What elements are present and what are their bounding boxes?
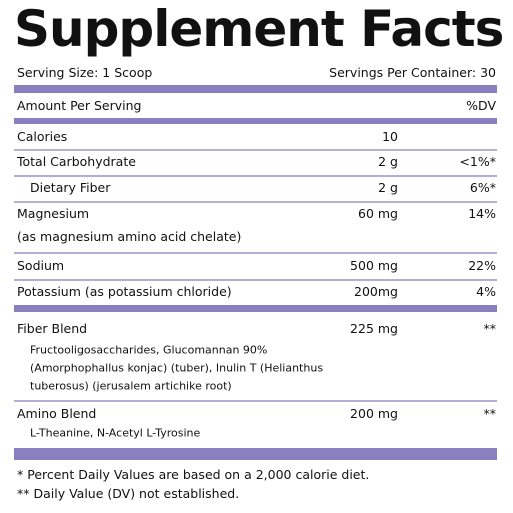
thin-rule xyxy=(14,400,497,402)
daily-value: ** xyxy=(483,405,497,421)
amount: 60 mg xyxy=(358,205,398,221)
nutrient-name: Magnesium xyxy=(17,205,90,221)
nutrient-name: Dietary Fiber xyxy=(30,179,111,195)
daily-value: 6%* xyxy=(469,179,496,195)
nutrient-note: Fructooligosaccharides, Glucomannan 90% xyxy=(30,343,268,357)
amount: 200mg xyxy=(354,283,398,299)
daily-value: 14% xyxy=(468,205,496,221)
nutrient-note: tuberosus) (jerusalem artichike root) xyxy=(30,379,232,393)
nutrient-name: Amino Blend xyxy=(17,405,97,421)
amount-header: Amount Per Serving xyxy=(17,97,142,113)
thin-rule xyxy=(14,252,497,254)
nutrient-name: Total Carbohydrate xyxy=(17,153,136,169)
amount: 500 mg xyxy=(350,257,398,273)
serving-size: Serving Size: 1 Scoop xyxy=(17,64,153,80)
amount: 2 g xyxy=(378,153,398,169)
thin-rule xyxy=(14,201,497,203)
amount: 225 mg xyxy=(350,320,398,336)
nutrient-note: (Amorphophallus konjac) (tuber), Inulin … xyxy=(30,361,324,375)
daily-value: 4% xyxy=(476,283,496,299)
thin-rule xyxy=(14,175,497,177)
daily-value: ** xyxy=(483,320,497,336)
nutrient-note: L-Theanine, N-Acetyl L-Tyrosine xyxy=(30,426,201,440)
footnote: * Percent Daily Values are based on a 2,… xyxy=(17,466,370,482)
thin-rule xyxy=(14,279,497,281)
daily-value: <1%* xyxy=(459,153,496,169)
title: Supplement Facts xyxy=(14,0,504,58)
nutrient-name: Sodium xyxy=(17,257,65,273)
footnote: ** Daily Value (DV) not established. xyxy=(17,485,240,501)
thick-rule xyxy=(14,85,497,93)
nutrient-name: Fiber Blend xyxy=(17,320,88,336)
nutrient-name: Calories xyxy=(17,128,68,144)
thick-rule xyxy=(14,118,497,124)
amount: 2 g xyxy=(378,179,398,195)
servings-per-container: Servings Per Container: 30 xyxy=(329,64,496,80)
thick-rule xyxy=(14,305,497,312)
dv-header: %DV xyxy=(466,97,496,113)
thin-rule xyxy=(14,149,497,151)
thick-rule xyxy=(14,448,497,460)
amount: 10 xyxy=(382,128,398,144)
nutrient-name: Potassium (as potassium chloride) xyxy=(17,283,232,299)
amount: 200 mg xyxy=(350,405,398,421)
daily-value: 22% xyxy=(468,257,496,273)
nutrient-note: (as magnesium amino acid chelate) xyxy=(17,228,242,244)
